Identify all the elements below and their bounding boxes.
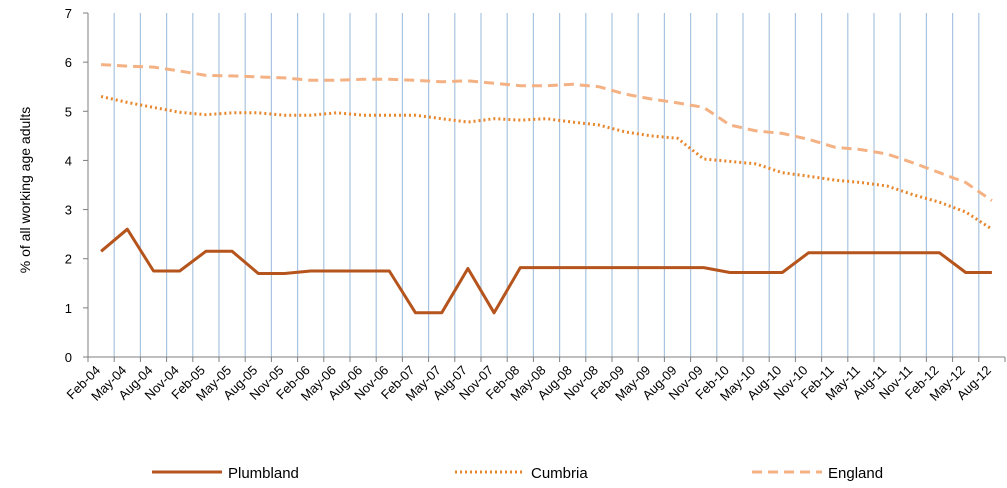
y-axis-title: % of all working age adults xyxy=(17,107,33,274)
x-tick-labels: Feb-04May-04Aug-04Nov-04Feb-05May-05Aug-… xyxy=(63,357,1006,404)
legend: Plumbland Cumbria England xyxy=(152,465,883,482)
y-tick-label: 6 xyxy=(65,55,72,70)
legend-label-cumbria: Cumbria xyxy=(531,465,588,482)
series-line-plumbland xyxy=(100,227,992,315)
series-lines xyxy=(100,63,993,315)
y-tick-label: 4 xyxy=(65,153,72,168)
y-tick-label: 3 xyxy=(65,203,72,218)
y-tick-label: 5 xyxy=(65,104,72,119)
axes xyxy=(87,13,1005,358)
y-tick-labels: 0 1 2 3 4 5 6 7 xyxy=(65,6,88,365)
legend-label-plumbland: Plumbland xyxy=(228,465,299,482)
y-tick-label: 0 xyxy=(65,350,72,365)
y-tick-label: 2 xyxy=(65,252,72,267)
vertical-gridlines xyxy=(113,13,980,357)
y-tick-label: 1 xyxy=(65,301,72,316)
y-tick-label: 7 xyxy=(65,6,72,21)
legend-label-england: England xyxy=(828,465,883,482)
series-line-cumbria xyxy=(100,95,993,231)
series-line-england xyxy=(101,63,993,202)
